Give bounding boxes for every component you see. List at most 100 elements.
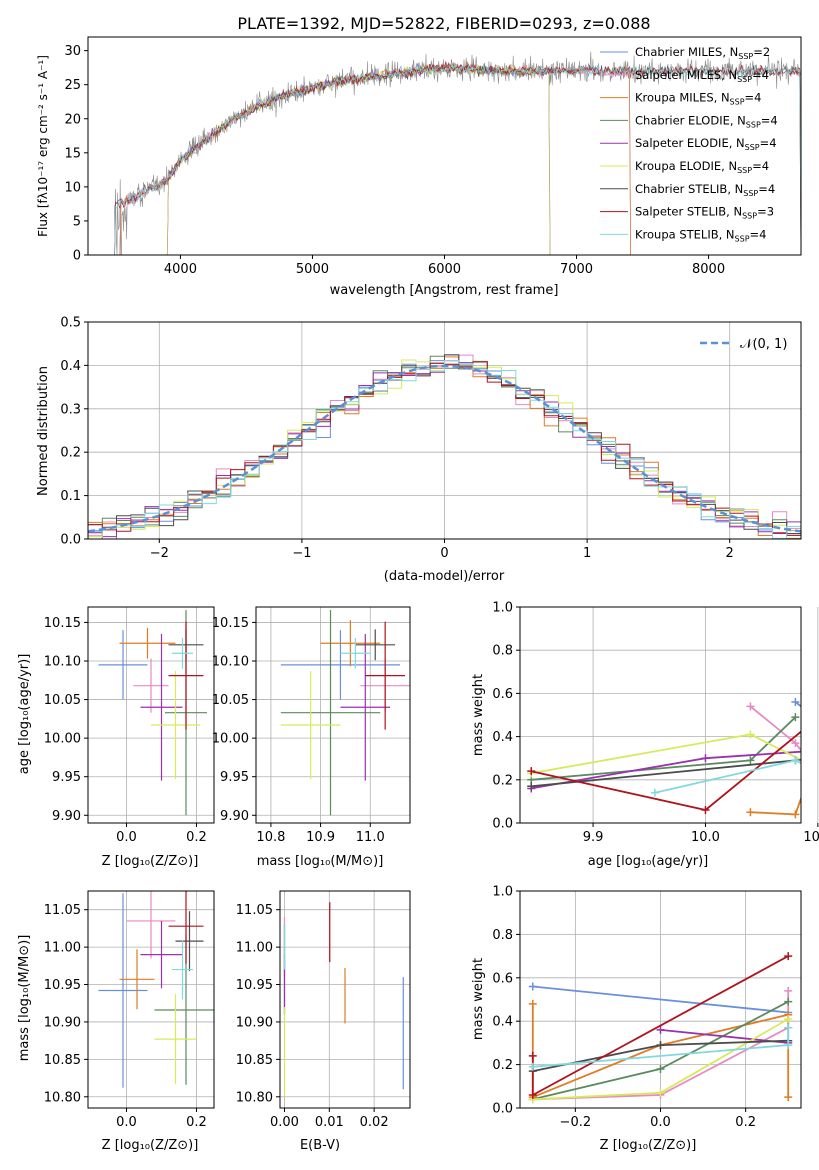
mass-ebv-xlabel: E(B-V) xyxy=(300,1138,340,1153)
legend-label-main: Kroupa ELODIE, N xyxy=(635,159,737,173)
mass_vs_ebv-ytick-label: 11.00 xyxy=(236,941,273,956)
weight-marker-chabrier_elodie xyxy=(746,756,755,765)
mass_vs_ebv-ytick-label: 11.05 xyxy=(236,903,273,918)
mass_vs_ebv-ytick-label: 10.80 xyxy=(236,1090,273,1105)
weight-marker-salpeter_stelib xyxy=(701,806,710,815)
age_vs_Z-ytick-label: 10.10 xyxy=(44,655,81,670)
gaussian-legend-label: 𝒩(0, 1) xyxy=(740,337,787,352)
weight-marker-salpeter_miles xyxy=(784,986,793,995)
weight-marker-salpeter_stelib xyxy=(528,1051,537,1060)
weight_vs_Z-ytick-label: 0.4 xyxy=(492,1015,513,1030)
residual-histograms xyxy=(88,354,801,539)
weight-age-ylabel: mass weight xyxy=(471,674,486,756)
weight-marker-kroupa_miles xyxy=(746,808,755,817)
weight-line-chabrier_stelib xyxy=(531,758,801,788)
residuals-ytick-label: 0.5 xyxy=(60,316,81,331)
age_vs_mass-ytick-label: 10.05 xyxy=(212,693,249,708)
legend-label-main: Chabrier STELIB, N xyxy=(635,182,743,196)
legend-label-main: Salpeter ELODIE, N xyxy=(635,136,745,150)
legend-label-tail: =4 xyxy=(752,159,769,173)
legend-label-chabrier_elodie: Chabrier ELODIE, NSSP=4 xyxy=(635,113,778,129)
spectrum-xtick-label: 8000 xyxy=(692,262,725,277)
spectrum-xtick-label: 6000 xyxy=(428,262,461,277)
mass_vs_Z-ytick-label: 10.95 xyxy=(44,978,81,993)
age_vs_Z-errorbars xyxy=(98,610,207,816)
spectrum-frame xyxy=(87,36,802,256)
residuals-xtick-label: −2 xyxy=(150,546,169,561)
weight-marker-salpeter_stelib xyxy=(527,767,536,776)
mass_vs_ebv-ytick-label: 10.95 xyxy=(236,978,273,993)
spectrum-lines xyxy=(114,51,801,255)
mass_vs_Z-ytick-label: 11.00 xyxy=(44,941,81,956)
mass_vs_ebv-xtick-label: 0.02 xyxy=(360,1115,389,1130)
weight-marker-kroupa_stelib xyxy=(650,788,659,797)
age_vs_Z-xtick-label: 0.0 xyxy=(116,830,137,845)
weight_vs_age-lines xyxy=(527,698,801,819)
weight-marker-salpeter_elodie xyxy=(656,1025,665,1034)
age_vs_mass-ytick-label: 10.10 xyxy=(212,655,249,670)
weight-marker-chabrier_elodie xyxy=(784,997,793,1006)
spectrum-model-kroupa_stelib xyxy=(114,63,801,255)
weight_vs_Z-ytick-label: 0.0 xyxy=(492,1102,513,1117)
weight-marker-salpeter_miles xyxy=(746,702,755,711)
mass_vs_ebv-ytick-label: 10.90 xyxy=(236,1015,273,1030)
residuals-ytick-label: 0.0 xyxy=(60,533,81,548)
age_vs_mass-xtick-label: 10.8 xyxy=(256,830,285,845)
weight_vs_Z-ytick-label: 0.6 xyxy=(492,971,513,986)
age_vs_mass-ytick-label: 9.95 xyxy=(220,770,249,785)
age_vs_Z-frame xyxy=(87,606,215,824)
legend-label-main: Kroupa STELIB, N xyxy=(635,227,735,241)
legend-label-sub: SSP xyxy=(737,166,752,175)
age_vs_mass-errorbars xyxy=(280,610,410,816)
mass_vs_Z-ytick-label: 10.85 xyxy=(44,1053,81,1068)
spectrum-ytick-label: 5 xyxy=(73,214,81,229)
spectrum-xtick-label: 5000 xyxy=(296,262,329,277)
weight_vs_Z-xtick-label: −0.2 xyxy=(560,1115,592,1130)
legend-label-main: Kroupa MILES, N xyxy=(635,91,730,105)
spectrum-ytick-label: 25 xyxy=(64,78,81,93)
legend-label-sub: SSP xyxy=(745,143,760,152)
mass-z-ylabel: mass [log₁₀(M/M⊙)] xyxy=(17,935,32,1062)
weight_vs_Z-frame xyxy=(519,890,802,1109)
legend-label-tail: =2 xyxy=(753,45,770,59)
age_vs_Z-ytick-label: 10.15 xyxy=(44,616,81,631)
legend-label-kroupa_miles: Kroupa MILES, NSSP=4 xyxy=(635,91,761,107)
mass_vs_Z-ytick-label: 10.90 xyxy=(44,1015,81,1030)
weight-marker-kroupa_stelib xyxy=(784,1041,793,1050)
spectrum-ylabel: Flux [fλ10⁻¹⁷ erg cm⁻² s⁻¹ A⁻¹] xyxy=(36,55,50,237)
weight_vs_Z-xtick-label: 0.2 xyxy=(735,1115,756,1130)
legend-label-sub: SSP xyxy=(737,75,752,84)
residuals-ytick-label: 0.3 xyxy=(60,402,81,417)
legend-label-sub: SSP xyxy=(738,52,753,61)
gaussian-curve xyxy=(88,364,801,533)
legend-label-tail: =4 xyxy=(761,113,778,127)
legend-label-sub: SSP xyxy=(746,120,761,129)
legend-label-kroupa_stelib: Kroupa STELIB, NSSP=4 xyxy=(635,227,766,243)
residuals-ylabel: Normed distribution xyxy=(36,366,51,496)
residuals-ytick-label: 0.1 xyxy=(60,489,81,504)
legend-label-salpeter_elodie: Salpeter ELODIE, NSSP=4 xyxy=(635,136,777,152)
weight_vs_age-ytick-label: 0.4 xyxy=(492,730,513,745)
residuals-xlabel: (data-model)/error xyxy=(384,569,505,584)
mass_vs_Z-ytick-label: 11.05 xyxy=(44,903,81,918)
spectrum-xlabel: wavelength [Angstrom, rest frame] xyxy=(330,283,559,298)
mass_vs_Z-ytick-label: 10.80 xyxy=(44,1090,81,1105)
legend-label-main: Chabrier ELODIE, N xyxy=(635,113,746,127)
mass_vs_Z-errorbars xyxy=(98,891,214,1088)
weight-marker-kroupa_stelib xyxy=(528,1062,537,1071)
weight-marker-kroupa_miles xyxy=(791,810,800,819)
weight-marker-chabrier_elodie xyxy=(791,713,800,722)
legend-label-chabrier_stelib: Chabrier STELIB, NSSP=4 xyxy=(635,182,775,198)
legend-label-tail: =4 xyxy=(760,136,777,150)
weight-marker-kroupa_elodie xyxy=(784,1015,793,1024)
legend-label-main: Chabrier MILES, N xyxy=(635,45,738,59)
spectrum-xtick-label: 7000 xyxy=(560,262,593,277)
weight_vs_Z-xtick-label: 0.0 xyxy=(650,1115,671,1130)
spectrum-ytick-label: 10 xyxy=(64,180,81,195)
legend-label-main: Salpeter MILES, N xyxy=(635,68,737,82)
weight-marker-kroupa_stelib xyxy=(791,756,800,765)
mass_vs_Z-frame xyxy=(87,890,215,1109)
weight-marker-chabrier_miles xyxy=(791,698,800,707)
